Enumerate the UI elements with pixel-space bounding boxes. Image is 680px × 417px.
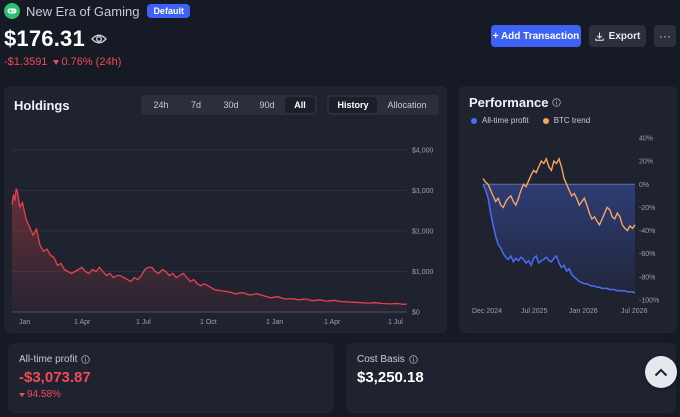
range-selector: 24h 7d 30d 90d All [141, 95, 317, 115]
info-icon[interactable] [81, 355, 91, 364]
holdings-area [12, 188, 407, 312]
down-arrow-icon [53, 59, 60, 65]
more-options-button[interactable]: ··· [654, 25, 676, 47]
legend-btc-trend[interactable]: BTC trend [542, 116, 591, 125]
export-button[interactable]: Export [589, 25, 646, 47]
performance-chart: 40% 20% 0% -20% -40% -60% -80% -100% Dec 2024 Jul… [472, 136, 659, 316]
x-tick-label: 1 Jan [266, 319, 283, 326]
y-tick-label: $4,000 [412, 148, 434, 155]
tab-allocation[interactable]: Allocation [387, 100, 427, 110]
range-90d[interactable]: 90d [259, 100, 275, 110]
profit-area [483, 184, 635, 294]
x-tick-label: 1 Jul [388, 319, 403, 326]
profit-line [482, 184, 636, 294]
y-tick-label: -40% [639, 228, 655, 235]
info-icon[interactable] [409, 355, 418, 364]
down-arrow-icon [19, 392, 25, 397]
info-icon[interactable] [552, 98, 562, 107]
tab-history[interactable]: History [329, 97, 377, 113]
scroll-to-top-button[interactable] [645, 356, 677, 388]
legend-dot [471, 117, 477, 124]
x-tick-label: Jul 2025 [521, 308, 548, 315]
holdings-line [11, 188, 408, 305]
y-tick-label: $0 [412, 310, 420, 317]
cost-basis-card: Cost Basis $3,250.18 [346, 343, 676, 413]
portfolio-value: $176.31 [4, 26, 85, 51]
x-tick-label: 1 Apr [74, 319, 91, 326]
change-abs: -$1.3591 [4, 56, 48, 68]
all-time-profit-card: All-time profit -$3,073.87 94.58% [8, 343, 334, 413]
range-30d[interactable]: 30d [223, 100, 239, 110]
performance-card: Performance All-time profit BTC trend 40… [459, 86, 677, 333]
profit-label: All-time profit [19, 354, 78, 365]
y-tick-label: $1,000 [412, 269, 434, 276]
performance-legend: All-time profit BTC trend [471, 116, 590, 125]
export-label: Export [608, 30, 641, 42]
y-tick-label: $2,000 [412, 229, 434, 236]
holdings-card: Holdings 24h 7d 30d 90d All History Allo… [4, 86, 447, 333]
x-tick-label: Jan [19, 319, 30, 326]
x-tick-label: Dec 2024 [472, 308, 502, 315]
add-transaction-button[interactable]: + Add Transaction [491, 25, 581, 47]
download-icon [594, 32, 604, 41]
eye-icon[interactable] [90, 33, 107, 45]
y-tick-label: $3,000 [412, 188, 434, 195]
performance-title: Performance [469, 95, 549, 110]
x-tick-label: 1 Apr [324, 319, 341, 326]
y-tick-label: -100% [639, 298, 659, 305]
view-selector: History Allocation [327, 95, 439, 115]
change-pct: 0.76% (24h) [61, 56, 122, 68]
daily-change: -$1.3591 0.76% (24h) [4, 56, 121, 68]
y-tick-label: 40% [639, 136, 653, 143]
legend-all-time-profit[interactable]: All-time profit [471, 116, 529, 125]
range-24h[interactable]: 24h [153, 100, 169, 110]
y-tick-label: -60% [639, 251, 655, 258]
btc-trend-line [482, 156, 636, 232]
legend-label: BTC trend [553, 116, 591, 125]
legend-dot [542, 117, 549, 124]
holdings-title: Holdings [14, 98, 70, 113]
x-tick-label: Jul 2026 [621, 308, 648, 315]
default-badge: Default [147, 4, 190, 18]
x-tick-label: 1 Jul [136, 319, 151, 326]
x-tick-label: 1 Oct [200, 319, 217, 326]
profit-pct: 94.58% [27, 389, 61, 400]
range-7d[interactable]: 7d [190, 100, 201, 110]
chevron-up-icon [654, 368, 668, 376]
legend-label: All-time profit [482, 116, 529, 125]
gamepad-icon [4, 3, 20, 19]
portfolio-name: New Era of Gaming [26, 3, 140, 19]
y-tick-label: 0% [639, 182, 649, 189]
profit-value: -$3,073.87 [19, 369, 91, 386]
holdings-chart: $0 $1,000 $2,000 $3,000 $4,000 Jan 1 Apr 1 Jul 1… [11, 148, 434, 326]
y-tick-label: -20% [639, 205, 655, 212]
range-all[interactable]: All [285, 97, 315, 113]
cost-basis-value: $3,250.18 [357, 369, 424, 386]
portfolio-selector[interactable]: New Era of Gaming Default [4, 2, 190, 20]
y-tick-label: -80% [639, 274, 655, 281]
portfolio-header: New Era of Gaming Default $176.31 -$1.35… [4, 2, 676, 80]
y-tick-label: 20% [639, 159, 653, 166]
x-tick-label: Jan 2026 [569, 308, 598, 315]
cost-basis-label: Cost Basis [357, 354, 405, 365]
